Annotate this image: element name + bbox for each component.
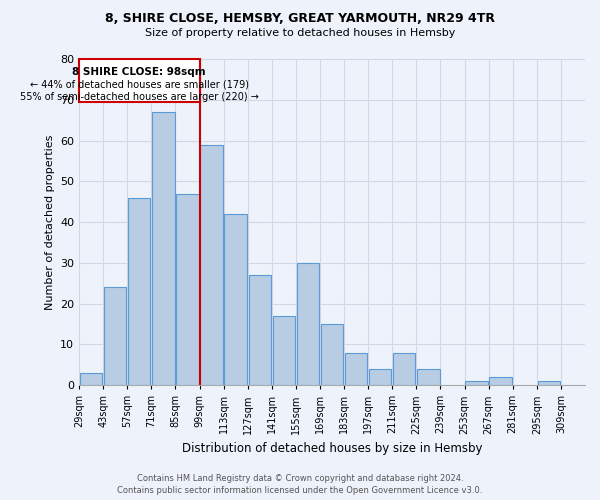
Text: Contains HM Land Registry data © Crown copyright and database right 2024.
Contai: Contains HM Land Registry data © Crown c… xyxy=(118,474,482,495)
Bar xyxy=(200,144,223,385)
Bar xyxy=(224,214,247,385)
Bar xyxy=(490,377,512,385)
Text: Size of property relative to detached houses in Hemsby: Size of property relative to detached ho… xyxy=(145,28,455,38)
Text: 8, SHIRE CLOSE, HEMSBY, GREAT YARMOUTH, NR29 4TR: 8, SHIRE CLOSE, HEMSBY, GREAT YARMOUTH, … xyxy=(105,12,495,26)
Bar xyxy=(466,381,488,385)
Text: ← 44% of detached houses are smaller (179): ← 44% of detached houses are smaller (17… xyxy=(30,80,249,90)
Bar xyxy=(369,369,391,385)
Bar xyxy=(80,373,103,385)
Bar xyxy=(176,194,199,385)
Text: 55% of semi-detached houses are larger (220) →: 55% of semi-detached houses are larger (… xyxy=(20,92,259,102)
Bar xyxy=(417,369,440,385)
Bar xyxy=(345,352,367,385)
Bar xyxy=(248,275,271,385)
Bar xyxy=(297,263,319,385)
Bar xyxy=(104,288,127,385)
Bar xyxy=(321,324,343,385)
Y-axis label: Number of detached properties: Number of detached properties xyxy=(44,134,55,310)
Bar xyxy=(538,381,560,385)
Bar xyxy=(272,316,295,385)
Bar xyxy=(79,59,200,102)
Bar xyxy=(152,112,175,385)
X-axis label: Distribution of detached houses by size in Hemsby: Distribution of detached houses by size … xyxy=(182,442,482,455)
Bar xyxy=(128,198,151,385)
Bar xyxy=(393,352,415,385)
Text: 8 SHIRE CLOSE: 98sqm: 8 SHIRE CLOSE: 98sqm xyxy=(73,67,206,77)
